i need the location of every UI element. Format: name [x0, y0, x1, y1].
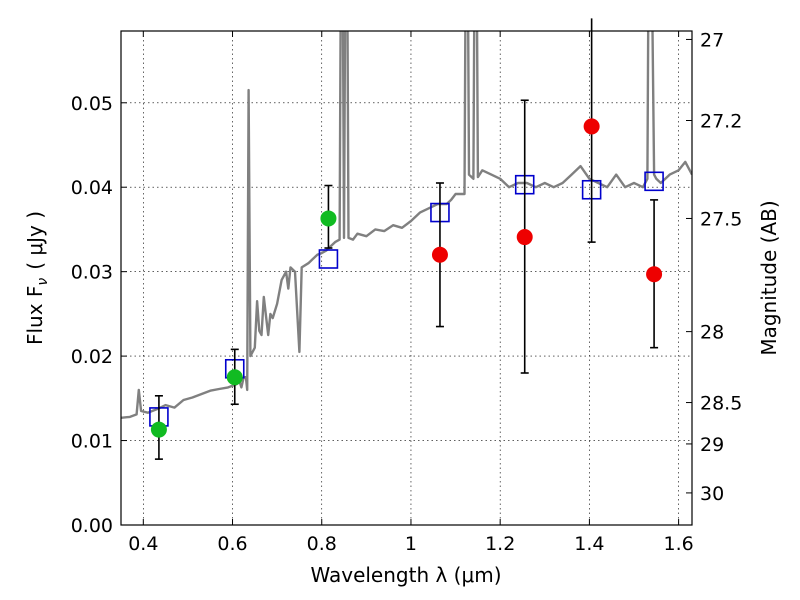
x-tick-label: 1.6: [664, 533, 694, 555]
y-tick-label: 0.03: [71, 262, 113, 284]
detection-point: [150, 421, 167, 438]
y-tick-label: 0.00: [71, 515, 113, 537]
x-tick-label: 0.6: [217, 533, 247, 555]
y2-tick-label: 30: [700, 483, 724, 505]
y-axis-title: Flux Fν ( μJy ): [23, 211, 51, 345]
plot-area: [121, 31, 692, 525]
y-axis-title-unit: ( μJy ): [23, 211, 47, 270]
model-photometry-square: [644, 171, 664, 192]
y-axis-title-main: Flux F: [23, 286, 47, 345]
ticks: 0.4 0.6 0.8 1 1.2 1.4 1.6 0.00 0.01 0.02 0.03 0.04 0…: [71, 29, 743, 555]
grid: [121, 31, 692, 525]
detection-point: [226, 369, 243, 386]
model-photometry-square: [318, 249, 339, 269]
y2-tick-label: 28.5: [700, 393, 742, 415]
y2-tick-label: 29: [700, 434, 724, 456]
measurement-point: [646, 266, 663, 283]
y-axis-title-text: Flux Fν ( μJy ): [23, 211, 51, 345]
error-bars: [150, 18, 663, 460]
x-tick-label: 1: [405, 533, 417, 555]
y2-tick-label: 28: [700, 322, 724, 344]
x-axis-title: Wavelength λ (μm): [310, 563, 501, 587]
x-tick-label: 0.8: [307, 533, 337, 555]
plot-frame: [120, 30, 693, 526]
y2-tick-label: 27.5: [700, 208, 742, 230]
y-tick-label: 0.04: [71, 177, 113, 199]
y-tick-label: 0.05: [71, 93, 113, 115]
detection-point: [320, 210, 337, 227]
x-tick-label: 1.4: [574, 533, 604, 555]
measurement-point: [516, 229, 533, 246]
x-tick-label: 1.2: [485, 533, 515, 555]
y2-tick-label: 27.2: [700, 111, 742, 133]
y-tick-label: 0.01: [71, 431, 113, 453]
y-tick-label: 0.02: [71, 346, 113, 368]
x-tick-label: 0.4: [128, 533, 158, 555]
measurement-point: [583, 118, 600, 135]
y2-tick-label: 27: [700, 29, 724, 51]
y-axis-title-subscript: ν: [35, 278, 51, 286]
y2-axis-title: Magnitude (AB): [757, 200, 781, 355]
measurement-point: [431, 246, 448, 263]
